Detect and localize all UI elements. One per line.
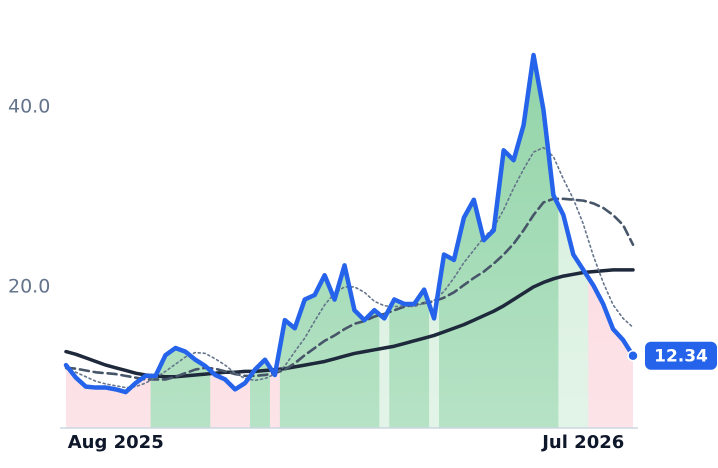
x-tick-label: Aug 2025: [68, 432, 164, 453]
series-line: [64, 197, 635, 381]
zone: [240, 55, 251, 428]
zone: [90, 55, 102, 428]
zone: [80, 55, 92, 428]
zone: [220, 55, 231, 428]
zone: [70, 55, 82, 428]
series-line: [63, 52, 636, 395]
zones: [66, 55, 633, 428]
zone-fade: [66, 55, 633, 428]
zone: [210, 55, 221, 428]
last-value-label: 12.34: [654, 347, 708, 367]
zone: [130, 55, 142, 428]
x-tick-label: Jul 2026: [540, 432, 624, 453]
y-tick-label: 20.0: [8, 275, 50, 297]
series-line: [64, 268, 635, 379]
last-point: [627, 349, 639, 362]
zone: [230, 55, 241, 428]
y-tick-label: 40.0: [8, 96, 50, 118]
zone: [120, 55, 132, 428]
last-value-badge: [645, 341, 717, 370]
series-line: [65, 146, 634, 389]
zone: [140, 55, 152, 428]
